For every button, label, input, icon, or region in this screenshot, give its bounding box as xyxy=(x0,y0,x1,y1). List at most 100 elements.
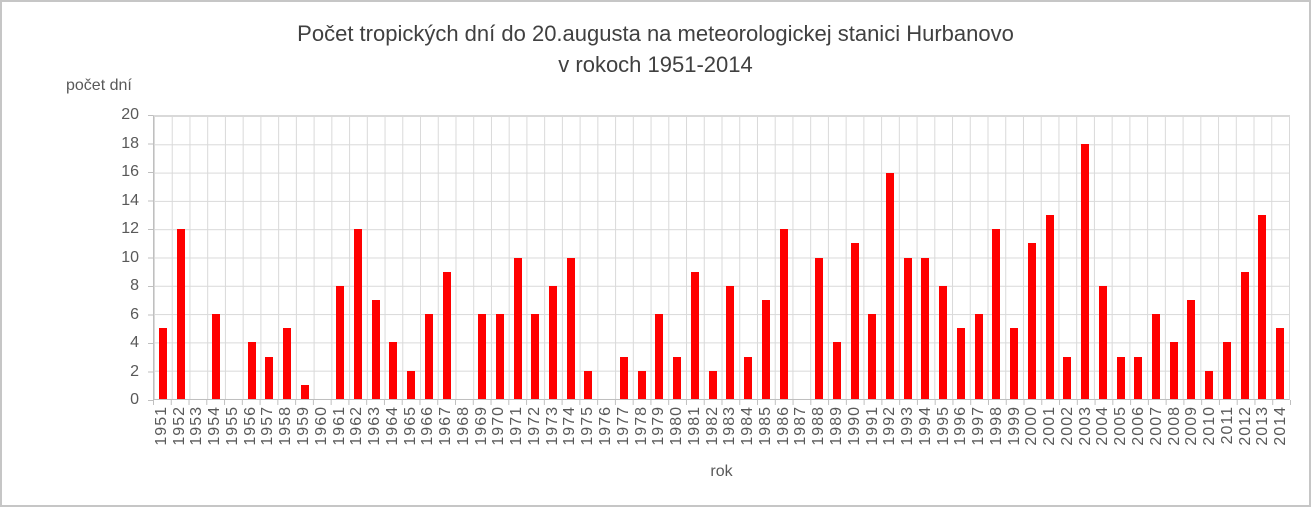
y-tick-label: 4 xyxy=(130,334,139,351)
x-tick-label: 2002 xyxy=(1058,406,1076,446)
x-tick-label: 1996 xyxy=(952,406,970,446)
chart-title: Počet tropických dní do 20.augusta na me… xyxy=(2,18,1309,80)
x-tick-label: 1998 xyxy=(987,406,1005,446)
bar-1967 xyxy=(442,271,451,399)
x-tick-label: 1981 xyxy=(685,406,703,446)
y-tick-label: 0 xyxy=(130,391,139,408)
bar-1984 xyxy=(744,356,753,399)
bar-2003 xyxy=(1081,144,1090,399)
x-tick-label: 1980 xyxy=(668,406,686,446)
x-tick-label: 2004 xyxy=(1094,406,1112,446)
y-tick-label: 16 xyxy=(121,163,139,180)
x-tick-label: 1970 xyxy=(490,406,508,446)
y-tick-label: 10 xyxy=(121,248,139,266)
bar-1986 xyxy=(779,229,788,399)
bar-1990 xyxy=(850,243,859,399)
x-tick-label: 1953 xyxy=(188,406,206,446)
x-tick-label: 1969 xyxy=(472,406,490,446)
bar-2008 xyxy=(1169,342,1178,399)
bar-1972 xyxy=(531,314,540,399)
bar-2014 xyxy=(1276,328,1285,399)
bar-2012 xyxy=(1240,271,1249,399)
bar-2013 xyxy=(1258,215,1267,399)
y-tick-label: 14 xyxy=(121,191,139,209)
x-tick-label: 1965 xyxy=(401,406,419,446)
x-axis-ticks xyxy=(153,400,1291,405)
x-tick-label: 1997 xyxy=(970,406,988,446)
bar-1979 xyxy=(655,314,664,399)
chart-title-line2: v rokoch 1951-2014 xyxy=(558,52,753,77)
bar-2004 xyxy=(1098,285,1107,399)
x-tick-label: 2010 xyxy=(1201,406,1219,446)
x-tick-label: 1979 xyxy=(650,406,668,446)
x-tick-label: 1966 xyxy=(419,406,437,446)
x-tick-label: 1989 xyxy=(827,406,845,446)
bar-1996 xyxy=(956,328,965,399)
x-tick-label: 1982 xyxy=(703,406,721,446)
x-tick-label: 1984 xyxy=(739,406,757,446)
plot-area xyxy=(153,115,1290,400)
x-tick-label: 2005 xyxy=(1112,406,1130,446)
bar-1952 xyxy=(176,229,185,399)
x-tick-label: 1961 xyxy=(330,406,348,446)
x-tick-label: 1974 xyxy=(561,406,579,446)
bar-2010 xyxy=(1205,370,1214,399)
x-tick-label: 1956 xyxy=(241,406,259,446)
bar-1973 xyxy=(549,285,558,399)
bar-1999 xyxy=(1010,328,1019,399)
y-tick-label: 20 xyxy=(121,106,139,123)
x-tick-label: 1973 xyxy=(543,406,561,446)
x-tick-label: 1967 xyxy=(437,406,455,446)
x-tick-label: 2000 xyxy=(1023,406,1041,446)
bar-1963 xyxy=(371,299,380,399)
x-tick-label: 2012 xyxy=(1236,406,1254,446)
bar-2009 xyxy=(1187,299,1196,399)
x-tick-label: 1994 xyxy=(916,406,934,446)
bar-1956 xyxy=(247,342,256,399)
bar-1954 xyxy=(212,314,221,399)
bar-1961 xyxy=(336,285,345,399)
x-axis-tick-labels: 1951 1952 1953 1954 1955 1956 1957 1958 1959 1960… xyxy=(153,406,1290,458)
bar-2002 xyxy=(1063,356,1072,399)
bar-1971 xyxy=(513,257,522,399)
x-tick-label: 2014 xyxy=(1272,406,1290,446)
x-tick-label: 2009 xyxy=(1183,406,1201,446)
y-axis-tick-labels: 20 18 16 14 12 10 8 6 4 2 0 xyxy=(82,106,139,408)
x-tick-label: 1957 xyxy=(259,406,277,446)
bar-2001 xyxy=(1045,215,1054,399)
bar-1995 xyxy=(939,285,948,399)
bar-1993 xyxy=(903,257,912,399)
bar-1957 xyxy=(265,356,274,399)
bar-1977 xyxy=(619,356,628,399)
x-tick-label: 1987 xyxy=(792,406,810,446)
chart-title-line1: Počet tropických dní do 20.augusta na me… xyxy=(297,21,1014,46)
bar-1962 xyxy=(353,229,362,399)
x-tick-label: 1991 xyxy=(863,406,881,446)
x-tick-label: 1972 xyxy=(525,406,543,446)
bar-1958 xyxy=(283,328,291,399)
bar-1951 xyxy=(158,328,167,399)
x-tick-label: 2003 xyxy=(1076,406,1094,446)
y-tick-label: 12 xyxy=(121,220,139,237)
x-tick-label: 2006 xyxy=(1129,406,1147,446)
x-tick-label: 1959 xyxy=(295,406,312,446)
x-tick-label: 2001 xyxy=(1041,406,1059,446)
x-tick-label: 2011 xyxy=(1218,406,1236,445)
bar-1978 xyxy=(637,370,646,399)
x-axis-title: rok xyxy=(710,463,733,480)
bar-1989 xyxy=(832,342,841,399)
bar-1991 xyxy=(868,314,877,399)
y-tick-label: 8 xyxy=(130,277,139,294)
x-tick-label: 1986 xyxy=(774,406,792,446)
x-tick-label: 1975 xyxy=(579,406,597,446)
x-tick-label: 1993 xyxy=(899,406,917,446)
y-tick-label: 18 xyxy=(121,134,139,152)
x-tick-label: 1978 xyxy=(632,406,650,446)
bar-1982 xyxy=(708,370,717,399)
bar-2006 xyxy=(1134,356,1143,399)
x-tick-label: 1954 xyxy=(206,406,224,446)
x-tick-label: 1983 xyxy=(721,406,739,446)
x-tick-label: 1960 xyxy=(312,406,330,446)
bar-1974 xyxy=(566,257,575,399)
x-tick-label: 1951 xyxy=(152,406,170,446)
